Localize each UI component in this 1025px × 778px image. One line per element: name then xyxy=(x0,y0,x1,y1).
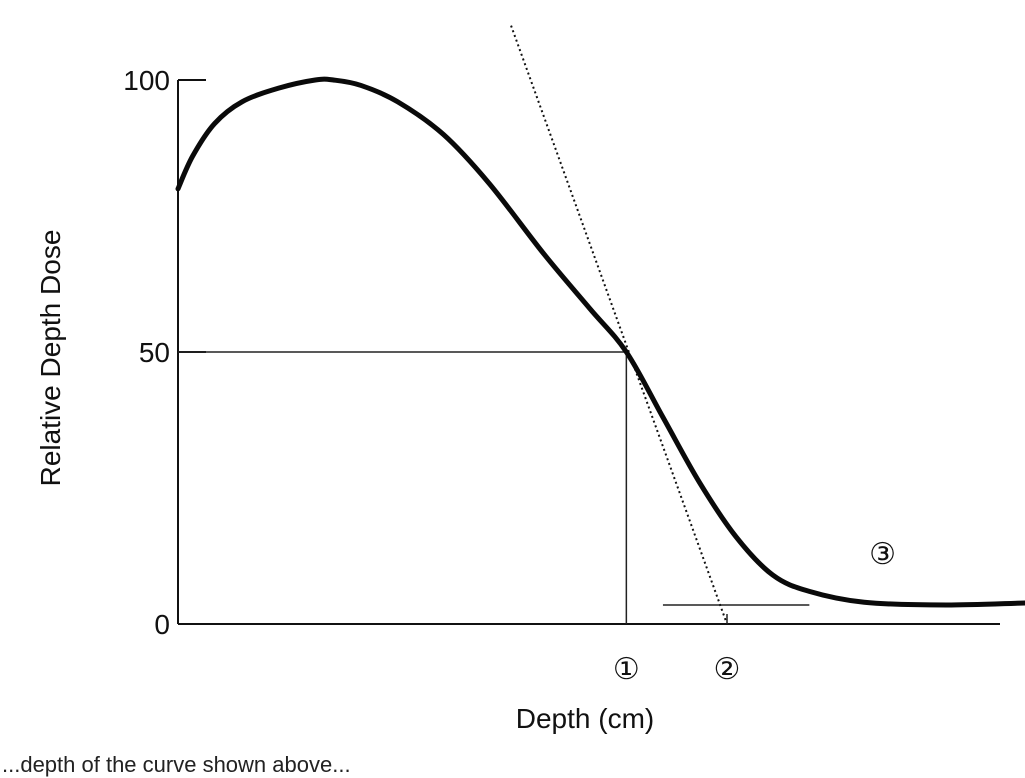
x-axis-title: Depth (cm) xyxy=(516,703,654,734)
y-axis-title: Relative Depth Dose xyxy=(35,230,66,487)
footer-caption: ...depth of the curve shown above... xyxy=(2,752,351,777)
y-tick-label: 0 xyxy=(154,609,170,640)
guide-lines xyxy=(178,25,810,625)
annotation-marker: ① xyxy=(613,652,640,687)
annotation-marker: ② xyxy=(714,652,741,687)
y-tick-label: 50 xyxy=(139,337,170,368)
series-group xyxy=(175,76,1025,608)
chart-labels: 100 50 0 ① ② ③ Depth (cm) Relative Depth Dose xyxy=(35,65,896,734)
tangent-dotted-line xyxy=(510,25,728,625)
depth-dose-curve xyxy=(175,76,1025,608)
y-tick-label: 100 xyxy=(123,65,170,96)
annotation-marker: ③ xyxy=(869,537,896,572)
